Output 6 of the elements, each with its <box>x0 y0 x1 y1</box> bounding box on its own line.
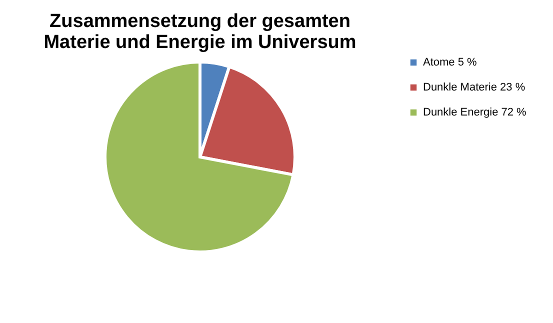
text: Zusammensetzung der gesamten <box>50 11 350 32</box>
legend-label: Atome 5 % <box>423 56 478 68</box>
text: Materie und Energie im Universum <box>44 32 356 53</box>
legend-label: Dunkle Materie 23 % <box>423 82 526 94</box>
pie-slice <box>104 60 295 254</box>
legend-label: Dunkle Energie 72 % <box>423 106 527 118</box>
